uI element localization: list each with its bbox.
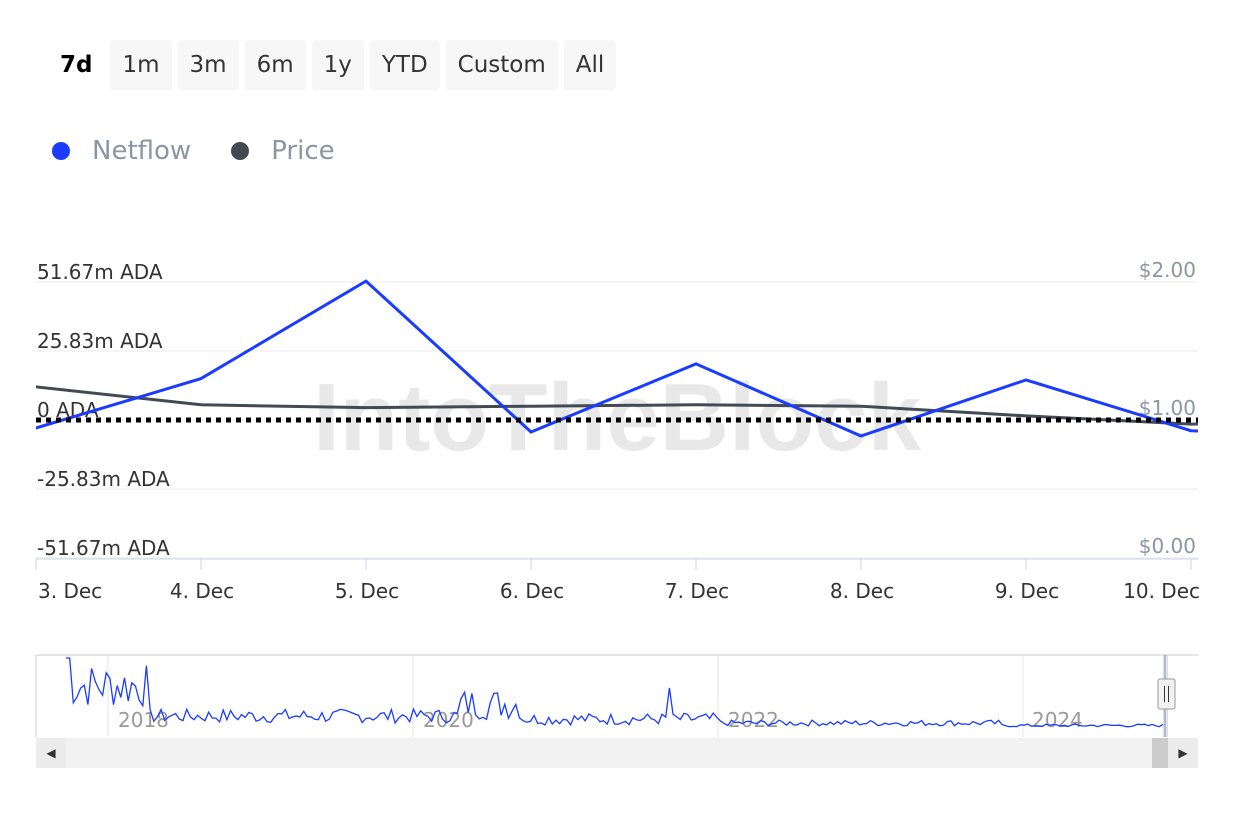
right-axis-tick-label: $2.00 — [1139, 258, 1196, 282]
x-axis-tick-label: 6. Dec — [500, 579, 564, 603]
range-button-all[interactable]: All — [563, 40, 617, 90]
x-axis-tick-label: 5. Dec — [335, 579, 399, 603]
legend-item-price[interactable]: Price — [231, 136, 335, 166]
navigator-year-label: 2022 — [728, 708, 779, 732]
legend-dot-netflow-icon — [52, 142, 70, 160]
navigator-scrollbar-thumb[interactable] — [1152, 738, 1168, 768]
navigator-year-label: 2024 — [1032, 708, 1083, 732]
x-axis-tick-label: 8. Dec — [830, 579, 894, 603]
left-axis-tick-label: 51.67m ADA — [37, 260, 163, 284]
x-axis-tick-label: 9. Dec — [995, 579, 1059, 603]
left-axis-tick-label: -25.83m ADA — [37, 467, 170, 491]
x-axis-tick-label: 3. Dec — [38, 579, 102, 603]
range-button-6m[interactable]: 6m — [244, 40, 306, 90]
legend-item-netflow[interactable]: Netflow — [52, 136, 191, 166]
range-button-custom[interactable]: Custom — [445, 40, 558, 90]
left-axis-tick-label: 25.83m ADA — [37, 329, 163, 353]
range-button-1y[interactable]: 1y — [311, 40, 364, 90]
range-button-7d[interactable]: 7d — [60, 52, 93, 78]
range-button-1m[interactable]: 1m — [110, 40, 172, 90]
legend-label: Price — [271, 136, 335, 166]
x-axis-tick-label: 10. Dec — [1123, 579, 1200, 603]
navigator-scroll-right-button[interactable]: ▶ — [1168, 738, 1198, 768]
navigator-handle-icon[interactable] — [1157, 678, 1176, 710]
x-axis-tick-label: 4. Dec — [170, 579, 234, 603]
chart-legend: Netflow Price — [52, 136, 335, 166]
range-button-3m[interactable]: 3m — [177, 40, 239, 90]
right-axis-tick-label: $0.00 — [1139, 534, 1196, 558]
x-axis-tick-label: 7. Dec — [665, 579, 729, 603]
legend-label: Netflow — [92, 136, 192, 166]
navigator-history-line — [66, 657, 1164, 728]
netflow-series-line — [36, 279, 1198, 438]
legend-dot-price-icon — [231, 142, 250, 160]
left-axis-tick-label: -51.67m ADA — [37, 536, 170, 560]
range-selector: 7d 1m 3m 6m 1y YTD Custom All — [48, 40, 617, 90]
range-button-ytd[interactable]: YTD — [369, 40, 440, 90]
navigator-scroll-left-button[interactable]: ◀ — [36, 738, 66, 768]
navigator-scrollbar-track[interactable] — [36, 738, 1198, 768]
